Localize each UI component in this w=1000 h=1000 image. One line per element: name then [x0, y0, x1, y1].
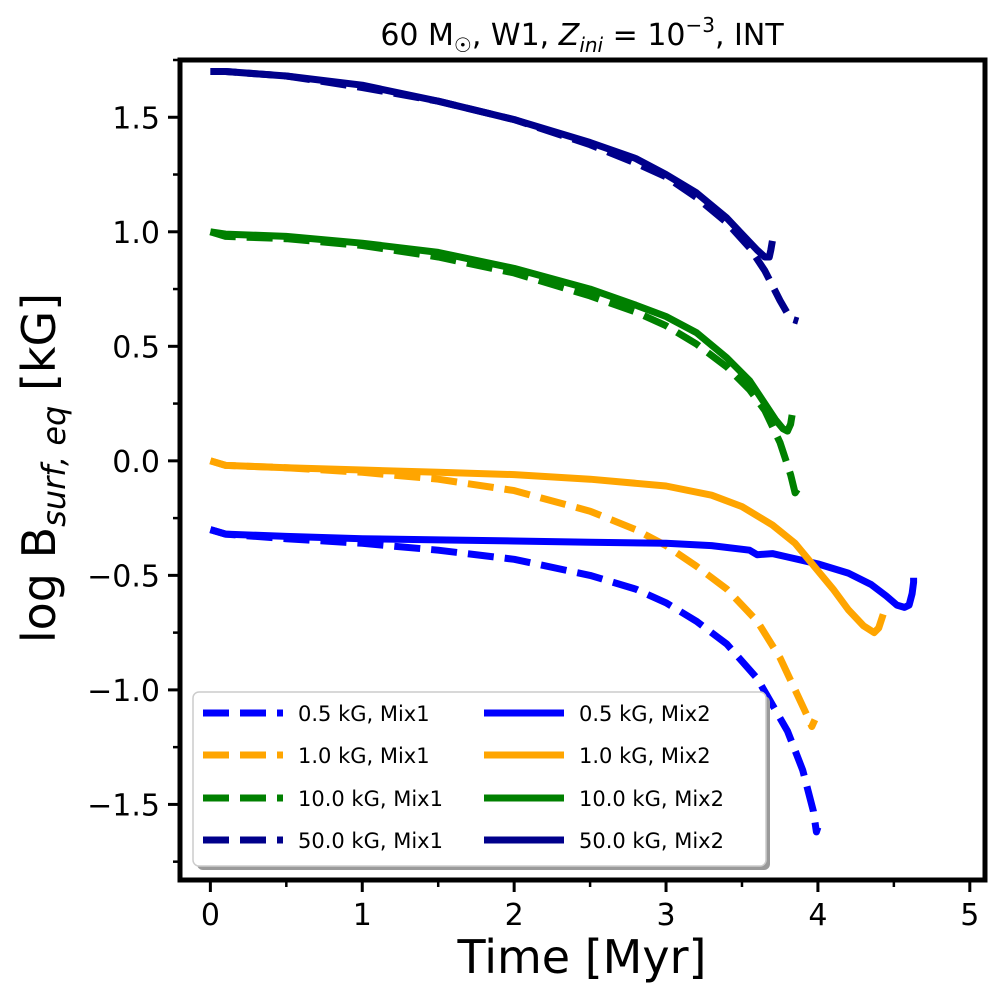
y-tick-label: −0.5 — [87, 559, 160, 594]
y-tick-label: −1.5 — [87, 788, 160, 823]
y-axis-title: log Bsurf, eq [kG] — [12, 293, 73, 643]
title-after-mass: , W1, — [472, 18, 559, 53]
y-axis-title-subscript: surf, eq — [35, 406, 73, 527]
title-mass: 60 M — [380, 18, 454, 53]
legend-box — [192, 691, 767, 867]
title-equals: = 10 — [603, 18, 685, 53]
plot-frame — [177, 57, 988, 883]
x-tick-label: 3 — [656, 898, 675, 933]
y-axis-title-main: log B — [12, 527, 66, 643]
axis-ticks: 0 1 2 3 4 5 −1.5 −1.0 −0.5 0.0 0.5 1.0 1.5 — [87, 58, 979, 933]
x-tick-label: 2 — [505, 898, 524, 933]
chart-title: 60 M☉, W1, Zini = 10−3, INT — [380, 13, 784, 57]
title-exponent: −3 — [686, 13, 715, 37]
series-line-10-0-kg-mix2 — [209, 228, 796, 435]
series-line-0-5-kg-mix2 — [209, 526, 918, 611]
legend-label: 1.0 kG, Mix1 — [298, 744, 430, 768]
x-axis-title: Time [Myr] — [457, 930, 707, 984]
x-tick-label: 5 — [960, 898, 979, 933]
title-z-subscript: ini — [579, 33, 603, 57]
series-line-50-0-kg-mix2 — [210, 68, 776, 261]
x-tick-label: 0 — [201, 898, 220, 933]
y-tick-label: −1.0 — [87, 674, 160, 709]
legend: 0.5 kG, Mix1 1.0 kG, Mix1 10.0 kG, Mix1 50.… — [192, 691, 770, 870]
series-line-1-0-kg-mix2 — [209, 457, 887, 637]
legend-label: 10.0 kG, Mix2 — [579, 787, 724, 811]
legend-label: 50.0 kG, Mix1 — [298, 829, 443, 853]
x-tick-label: 4 — [808, 898, 827, 933]
y-tick-label: 1.0 — [112, 216, 160, 251]
y-tick-label: 1.5 — [112, 101, 160, 136]
series-line-50-0-kg-mix1 — [210, 68, 800, 325]
series-lines — [209, 68, 918, 836]
series-line-0-5-kg-mix1 — [209, 526, 822, 836]
y-tick-label: 0.5 — [112, 330, 160, 365]
title-z-symbol: Z — [558, 18, 581, 53]
legend-items: 0.5 kG, Mix1 1.0 kG, Mix1 10.0 kG, Mix1 50.… — [203, 702, 724, 853]
title-suffix: , INT — [715, 18, 784, 53]
legend-label: 50.0 kG, Mix2 — [579, 829, 724, 853]
series-line-10-0-kg-mix1 — [209, 228, 802, 497]
title-sun-symbol: ☉ — [454, 33, 472, 57]
y-axis-title-unit: [kG] — [12, 293, 66, 406]
x-tick-label: 1 — [353, 898, 372, 933]
legend-label: 0.5 kG, Mix2 — [579, 702, 711, 726]
legend-label: 0.5 kG, Mix1 — [298, 702, 430, 726]
legend-label: 1.0 kG, Mix2 — [579, 744, 711, 768]
y-tick-label: 0.0 — [112, 445, 160, 480]
legend-label: 10.0 kG, Mix1 — [298, 787, 443, 811]
